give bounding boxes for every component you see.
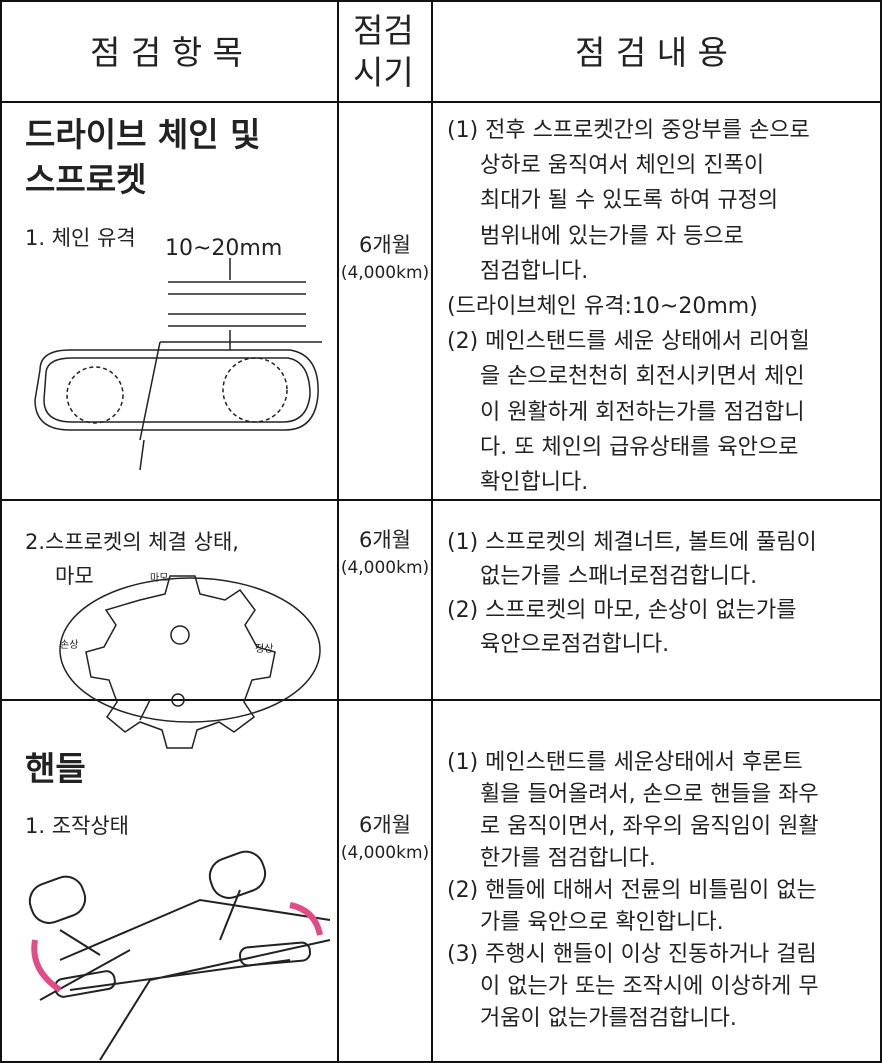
chain-figure <box>34 258 322 471</box>
check-content: (2) 메인스탠드를 세운 상태에서 리어힐 <box>447 329 810 355</box>
handle-figure <box>28 850 331 1061</box>
check-content: 확인합니다. <box>480 470 589 495</box>
header-period: 점검 <box>353 11 414 50</box>
check-content: 거움이 없는가를점검합니다. <box>480 1006 737 1031</box>
item-subtitle: 마모 <box>55 564 94 588</box>
item-title: 스프로켓 <box>25 160 147 199</box>
check-content: 다. 또 체인의 급유상태를 육안으로 <box>480 434 799 460</box>
check-content: (2) 스프로켓의 마모, 손상이 없는가를 <box>447 598 797 623</box>
rotation-arrows <box>31 902 323 993</box>
check-content: (2) 핸들에 대해서 전륜의 비틀림이 없는 <box>447 878 817 903</box>
check-content: 없는가를 스패너로점검합니다. <box>480 564 758 589</box>
check-content: 최대가 될 수 있도록 하여 규정의 <box>480 188 779 214</box>
check-content: 로 움직이면서, 좌우의 움직임이 원활 <box>480 814 819 839</box>
header-content: 점 검 내 용 <box>575 33 728 72</box>
item-title: 드라이브 체인 및 <box>25 115 261 154</box>
sprocket-figure <box>59 575 321 749</box>
check-content: 을 손으로천천히 회전시키면서 체인 <box>480 364 805 390</box>
check-content: 휠을 들어올려서, 손으로 핸들을 좌우 <box>480 782 819 807</box>
period: 6개월 <box>358 528 411 552</box>
item-subtitle: 2.스프로켓의 체결 상태, <box>25 530 239 554</box>
check-content: 육안으로점검합니다. <box>480 632 670 657</box>
check-content: 범위내에 있는가를 자 등으로 <box>480 223 744 249</box>
check-content: 이 원활하게 회전하는가를 점검합니 <box>480 399 805 425</box>
period: (4,000km) <box>340 263 430 283</box>
item-subtitle: 1. 체인 유격 <box>25 226 136 250</box>
figure-label: 10~20mm <box>165 236 283 261</box>
figure-label: 정상 <box>255 644 274 655</box>
period: 6개월 <box>358 233 411 257</box>
check-content: 상하로 움직여서 체인의 진폭이 <box>480 153 765 179</box>
check-content: (1) 전후 스프로켓간의 중앙부를 손으로 <box>447 118 810 143</box>
figure-label: 손상 <box>60 640 79 651</box>
check-content: 가를 육안으로 확인합니다. <box>480 910 724 935</box>
check-content: (드라이브체인 유격:10~20mm) <box>447 294 758 319</box>
period: (4,000km) <box>340 843 430 863</box>
figure-label: 마모 <box>150 573 169 584</box>
check-content: (1) 메인스탠드를 세운상태에서 후론트 <box>447 750 803 775</box>
check-content: 한가를 점검합니다. <box>480 846 656 871</box>
item-title: 핸들 <box>25 749 86 788</box>
check-content: 이 없는가 또는 조작시에 이상하게 무 <box>480 974 819 999</box>
check-content: 점검합니다. <box>480 258 589 284</box>
check-content: (1) 스프로켓의 체결너트, 볼트에 풀림이 <box>447 530 817 555</box>
header-period: 시기 <box>353 53 414 92</box>
period: 6개월 <box>358 813 411 837</box>
item-subtitle: 1. 조작상태 <box>25 814 129 838</box>
check-content: (3) 주행시 핸들이 이상 진동하거나 걸림 <box>447 942 817 967</box>
period: (4,000km) <box>340 558 430 578</box>
header-item: 점 검 항 목 <box>90 33 243 72</box>
